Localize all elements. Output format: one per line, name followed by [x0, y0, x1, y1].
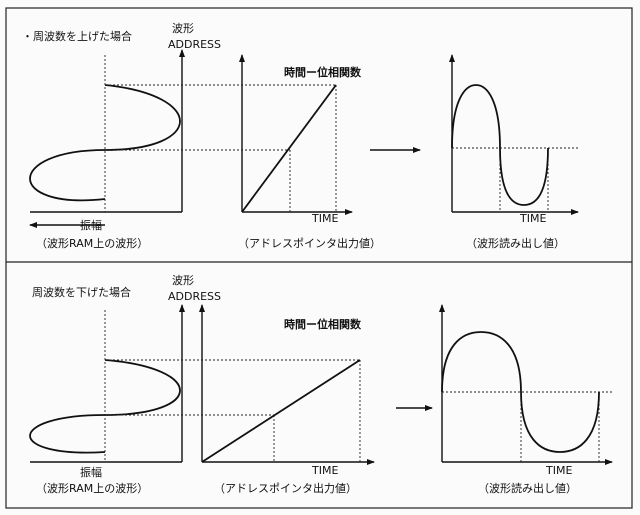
waveform-ram-plot: 波形 ADDRESS 振幅 （波形RAM上の波形）	[29, 22, 221, 250]
pointer-time-label: TIME	[311, 464, 338, 477]
axis-label-2: ADDRESS	[168, 290, 221, 303]
output-waveform-plot: TIME （波形読み出し値）	[439, 304, 614, 495]
panel-increase-frequency: ・周波数を上げた場合 波形 ADDRESS 振幅 （波形RAM上の波形） 時間ー…	[22, 22, 580, 250]
outer-frame	[5, 7, 633, 509]
output-time-label: TIME	[519, 212, 546, 225]
waveform-curve	[29, 84, 181, 202]
pointer-title: 時間ー位相関数	[284, 317, 362, 331]
output-time-label: TIME	[545, 464, 572, 477]
address-pointer-plot: 時間ー位相関数 TIME （アドレスポインタ出力値）	[105, 54, 381, 250]
phase-line	[241, 84, 337, 213]
axis-label-1: 波形	[172, 274, 194, 287]
output-sine-curve	[441, 331, 600, 453]
pointer-time-label: TIME	[311, 212, 338, 225]
waveform-ram-plot: 波形 ADDRESS 振幅 （波形RAM上の波形）	[29, 274, 221, 495]
axis-label-1: 波形	[172, 22, 194, 35]
output-caption: （波形読み出し値）	[478, 481, 577, 495]
pointer-title: 時間ー位相関数	[284, 65, 362, 79]
amplitude-label: 振幅	[80, 465, 102, 479]
output-caption: （波形読み出し値）	[466, 236, 565, 250]
axis-label-2: ADDRESS	[168, 38, 221, 51]
address-pointer-plot: 時間ー位相関数 TIME （アドレスポインタ出力値）	[105, 304, 375, 495]
waveform-caption: （波形RAM上の波形）	[36, 482, 148, 495]
output-sine-curve	[451, 84, 549, 206]
pointer-caption: （アドレスポインタ出力値）	[238, 236, 381, 250]
waveform-caption: （波形RAM上の波形）	[36, 237, 148, 250]
heading: 周波数を下げた場合	[32, 285, 131, 299]
output-waveform-plot: TIME （波形読み出し値）	[449, 54, 580, 250]
heading: ・周波数を上げた場合	[22, 29, 132, 43]
amplitude-label: 振幅	[80, 218, 102, 232]
pointer-caption: （アドレスポインタ出力値）	[214, 481, 357, 495]
phase-line	[201, 359, 361, 463]
panel-decrease-frequency: 周波数を下げた場合 波形 ADDRESS 振幅 （波形RAM上の波形） 時間ー位…	[29, 274, 614, 495]
